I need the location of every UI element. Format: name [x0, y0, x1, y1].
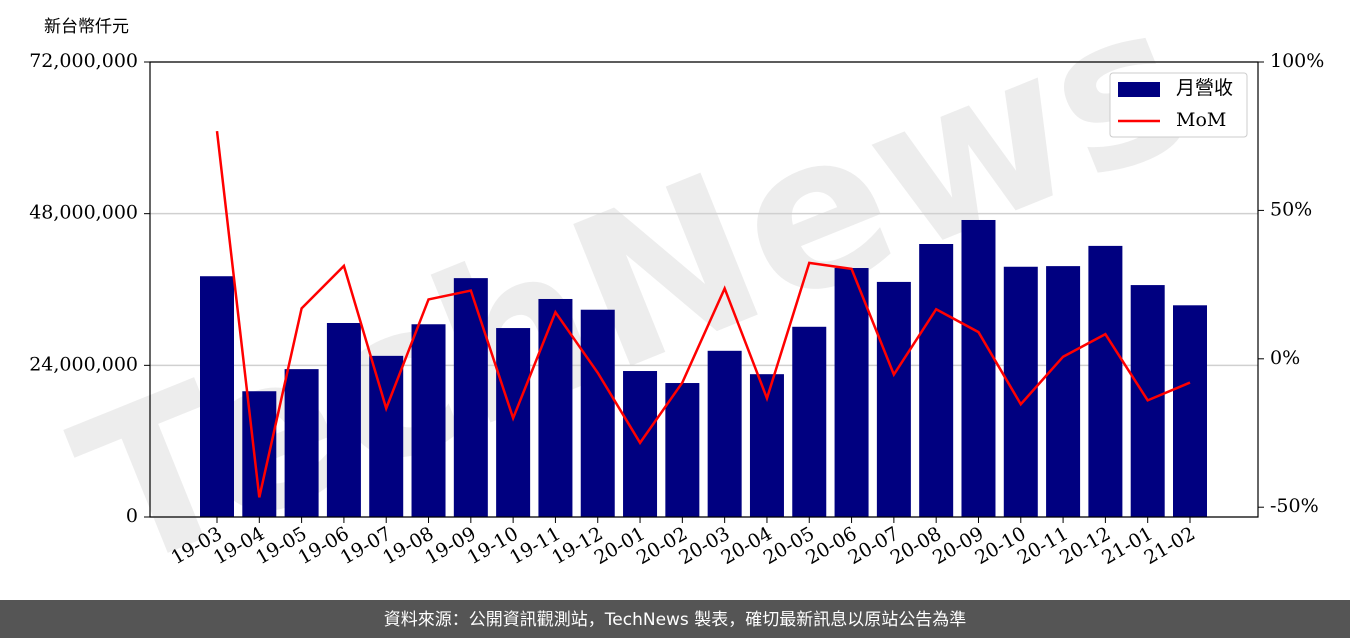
bar [411, 324, 446, 517]
y2-tick-label: 50% [1270, 198, 1312, 220]
y2-tick-label: -50% [1270, 495, 1319, 517]
plot-frame [149, 61, 1259, 518]
bar [1088, 245, 1123, 518]
y-tick-label: 24,000,000 [29, 353, 138, 375]
bar [242, 391, 277, 517]
bar [200, 276, 234, 517]
bar [707, 350, 742, 517]
bar [1173, 305, 1207, 517]
bar [792, 326, 827, 517]
bar [961, 219, 996, 517]
legend-swatch [1118, 82, 1160, 97]
bar [538, 298, 573, 517]
bar [284, 369, 319, 517]
legend-label: 月營收 [1176, 77, 1233, 99]
bar [453, 278, 488, 517]
y2-tick-label: 100% [1270, 50, 1324, 72]
y-tick-label: 72,000,000 [29, 50, 138, 72]
footer: 資料來源：公開資訊觀測站，TechNews 製表，確切最新訊息以原站公告為準 [384, 610, 966, 630]
y2-tick-label: 0% [1270, 347, 1300, 369]
bar [665, 383, 700, 517]
y-axis-label: 新台幣仟元 [44, 17, 129, 37]
bar [326, 322, 361, 517]
legend-label: MoM [1176, 109, 1226, 131]
bar [876, 281, 911, 517]
bar [496, 328, 531, 517]
bar [369, 355, 404, 517]
bar [834, 268, 869, 517]
y-tick-label: 0 [126, 505, 138, 527]
mom-line [215, 131, 1191, 498]
y-tick-label: 48,000,000 [29, 202, 138, 224]
bar [580, 309, 615, 517]
footer-band [0, 600, 1350, 638]
bar [1046, 266, 1081, 517]
bar [919, 244, 954, 517]
